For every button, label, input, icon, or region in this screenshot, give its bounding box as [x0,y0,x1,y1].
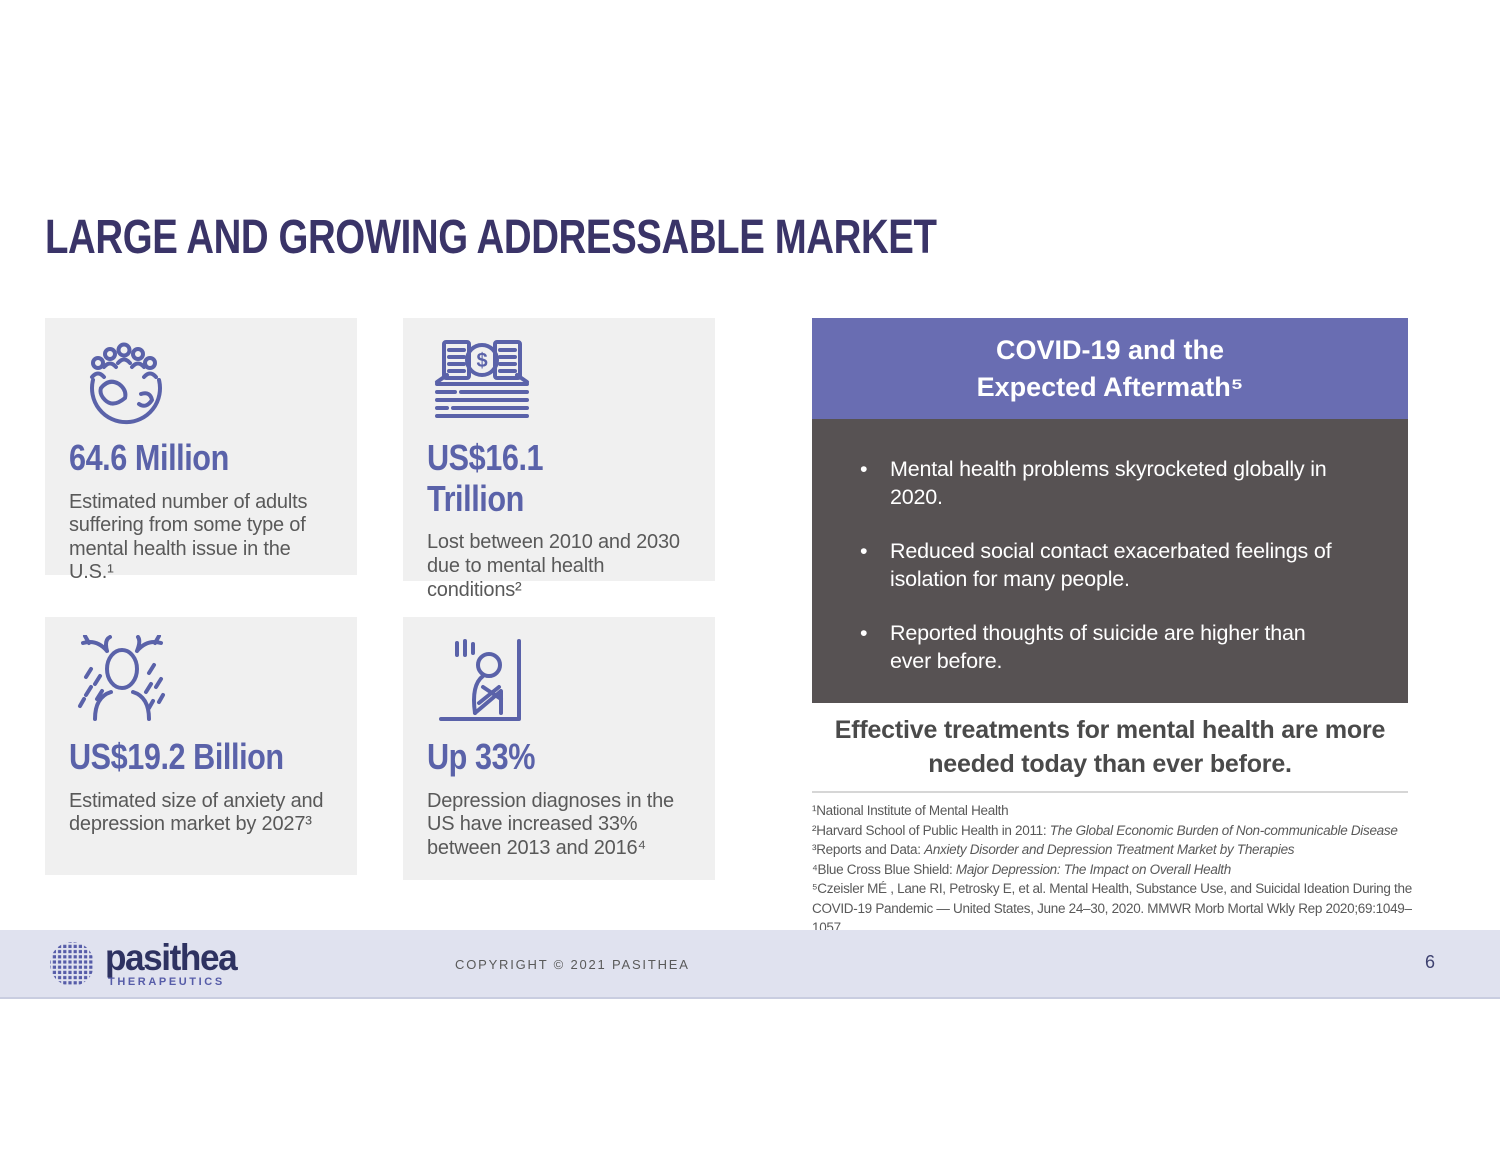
depression-storm-icon [69,634,333,731]
stat-card-market-size: US$19.2 Billion Estimated size of anxiet… [45,617,357,875]
key-statement: Effective treatments for mental health a… [834,716,1386,778]
covid-panel-title-line2: Expected Aftermath⁵ [976,371,1244,402]
stat-description: Lost between 2010 and 2030 due to mental… [427,531,680,601]
slumped-person-icon [427,635,691,731]
footnote-3: ³Reports and Data: Anxiety Disorder and … [812,842,1295,857]
crowd-on-globe-icon [69,336,333,432]
logo-wordmark: pasithea [105,936,238,978]
stat-value: 64.6 Million [69,437,229,478]
stat-card-economic-loss: $ US$16.1 Trillion Lost between 2010 and… [403,318,715,601]
covid-bullet: Mental health problems skyrocketed globa… [856,455,1336,511]
covid-panel-header: COVID-19 and the Expected Aftermath⁵ [812,318,1408,419]
stat-card-diagnoses-up: Up 33% Depression diagnoses in the US ha… [403,617,715,880]
page-number: 6 [1425,952,1436,972]
footnote-4: ⁴Blue Cross Blue Shield: Major Depressio… [812,861,1231,877]
stat-description: Depression diagnoses in the US have incr… [427,789,674,859]
covid-bullet-list: Mental health problems skyrocketed globa… [856,455,1368,675]
stat-value: US$19.2 Billion [69,736,284,777]
logo-subtext: THERAPEUTICS [108,975,225,988]
svg-text:$: $ [476,350,487,372]
copyright-text: COPYRIGHT © 2021 PASITHEA [455,957,690,972]
covid-bullet: Reduced social contact exacerbated feeli… [856,537,1336,593]
covid-panel-body: Mental health problems skyrocketed globa… [812,419,1408,703]
stat-description: Estimated size of anxiety and depression… [69,789,324,836]
stat-description: Estimated number of adults suffering fro… [69,490,308,584]
pasithea-logo: pasithea THERAPEUTICS [47,939,243,989]
footnote-divider [812,791,1408,793]
stat-value: US$16.1 Trillion [427,437,544,519]
covid-bullet: Reported thoughts of suicide are higher … [856,619,1336,675]
footer-band: pasithea THERAPEUTICS COPYRIGHT © 2021 P… [0,930,1500,999]
footnote-2: ²Harvard School of Public Health in 2011… [812,822,1398,838]
stat-card-adults: 64.6 Million Estimated number of adults … [45,318,357,583]
footnotes-block: ¹National Institute of Mental Health ²Ha… [812,801,1412,938]
footnote-5: ⁵Czeisler MÉ , Lane RI, Petrosky E, et a… [812,881,1412,935]
slide-title: LARGE AND GROWING ADDRESSABLE MARKET [45,211,937,264]
stat-value: Up 33% [427,736,535,777]
covid-panel-title-line1: COVID-19 and the [995,334,1225,365]
economic-loss-icon: $ [427,336,691,432]
footnote-1: ¹National Institute of Mental Health [812,803,1009,818]
pasithea-globe-icon [50,942,94,986]
